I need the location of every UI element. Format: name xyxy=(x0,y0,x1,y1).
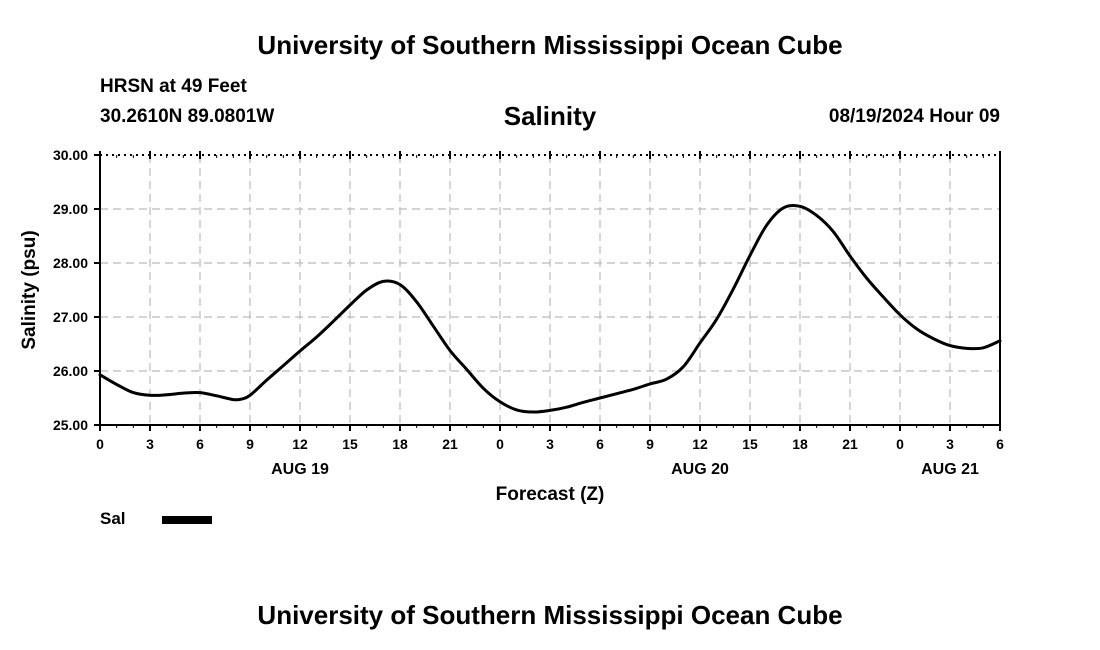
x-tick-label: 6 xyxy=(596,436,604,452)
date-label: AUG 19 xyxy=(271,461,329,478)
chart-ticks: 25.00 26.00 27.00 28.00 29.00 30.00 0 3 6 9 12 15 18… xyxy=(53,147,1004,478)
chart-grid xyxy=(100,155,1000,425)
x-tick-label: 3 xyxy=(146,436,154,452)
y-tick-label: 29.00 xyxy=(53,201,88,217)
x-tick-label: 21 xyxy=(842,436,858,452)
bottom-title: University of Southern Mississippi Ocean… xyxy=(257,600,843,630)
x-tick-label: 3 xyxy=(946,436,954,452)
x-tick-label: 12 xyxy=(292,436,308,452)
station-label: HRSN at 49 Feet xyxy=(100,76,247,97)
legend-label: Sal xyxy=(100,509,126,528)
date-label: AUG 20 xyxy=(671,461,729,478)
plot-title: Salinity xyxy=(503,101,597,131)
x-tick-label: 15 xyxy=(742,436,758,452)
x-tick-label: 0 xyxy=(896,436,904,452)
y-axis-label: Salinity (psu) xyxy=(19,230,40,349)
x-tick-label: 9 xyxy=(246,436,254,452)
x-tick-label: 6 xyxy=(196,436,204,452)
salinity-series-line xyxy=(98,203,1002,414)
station-coords: 30.2610N 89.0801W xyxy=(100,106,275,127)
y-tick-label: 30.00 xyxy=(53,147,88,163)
x-tick-label: 15 xyxy=(342,436,358,452)
y-tick-label: 25.00 xyxy=(53,417,88,433)
x-tick-label: 3 xyxy=(546,436,554,452)
x-tick-label: 18 xyxy=(792,436,808,452)
top-title: University of Southern Mississippi Ocean… xyxy=(257,30,843,60)
y-tick-label: 27.00 xyxy=(53,309,88,325)
date-label: AUG 21 xyxy=(921,461,979,478)
x-tick-label: 18 xyxy=(392,436,408,452)
forecast-timestamp: 08/19/2024 Hour 09 xyxy=(828,106,1000,127)
x-tick-label: 0 xyxy=(96,436,104,452)
x-tick-label: 6 xyxy=(996,436,1004,452)
x-tick-label: 9 xyxy=(646,436,654,452)
x-tick-label: 21 xyxy=(442,436,458,452)
x-tick-label: 12 xyxy=(692,436,708,452)
x-tick-label: 0 xyxy=(496,436,504,452)
y-tick-label: 28.00 xyxy=(53,255,88,271)
legend-line-swatch xyxy=(162,516,212,524)
y-tick-label: 26.00 xyxy=(53,363,88,379)
x-axis-label: Forecast (Z) xyxy=(496,484,605,505)
